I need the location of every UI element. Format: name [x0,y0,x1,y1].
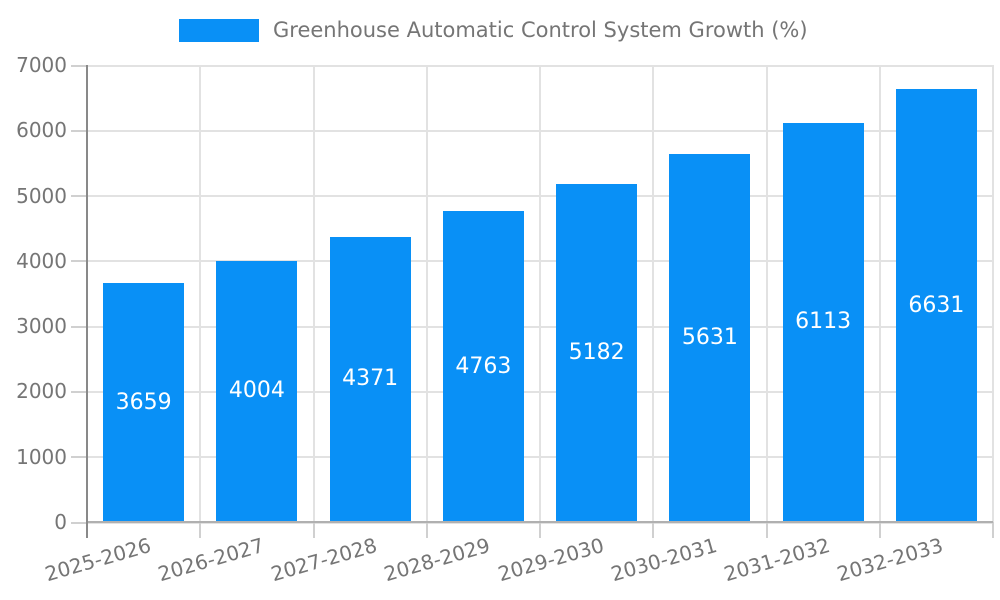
bar-2027-2028 [329,236,411,522]
x-axis-tick-label: 2026-2027 [155,533,267,587]
x-axis-tick-label: 2029-2030 [494,533,607,587]
bar-2025-2026 [103,283,185,522]
x-tick-mark [425,522,428,538]
x-gridline [878,65,881,522]
x-axis-tick-label: 2031-2032 [721,533,833,587]
y-tick-mark [71,456,87,459]
x-tick-mark [652,522,655,538]
x-tick-mark [992,522,994,538]
x-axis-tick-label: 2030-2031 [608,533,720,587]
x-tick-mark [539,522,541,538]
bar-value-label: 5631 [681,325,738,351]
y-tick-mark [71,64,87,67]
y-axis-tick-label: 6000 [16,118,67,143]
y-axis-tick-label: 3000 [16,314,67,339]
bar-value-label: 4763 [455,353,512,379]
bar-2026-2027 [216,260,298,522]
x-gridline [425,65,428,522]
x-axis-line [87,521,993,523]
bar-value-label: 6631 [908,292,965,318]
bar-2030-2031 [669,154,751,522]
y-tick-mark [71,325,87,328]
y-axis-tick-label: 2000 [16,379,67,404]
bar-value-label: 6113 [795,309,852,335]
x-tick-mark [312,522,315,538]
bar-2028-2029 [442,211,524,522]
x-gridline [992,65,994,522]
x-axis-tick-label: 2032-2033 [834,533,946,587]
bar-2032-2033 [895,89,977,522]
legend-label: Greenhouse Automatic Control System Grow… [273,18,808,42]
x-gridline [652,65,655,522]
y-tick-mark [71,260,87,263]
x-tick-mark [199,522,202,538]
y-axis-tick-label: 4000 [16,248,67,273]
y-tick-mark [71,129,87,132]
y-tick-mark [71,390,87,393]
x-axis-tick-label: 2025-2026 [41,533,154,587]
x-axis-tick-label: 2028-2029 [381,533,493,587]
x-gridline [765,65,768,522]
x-tick-mark [765,522,768,538]
y-axis-line [86,65,88,538]
y-axis-tick-label: 0 [54,510,67,534]
y-axis-tick-label: 5000 [16,183,67,208]
bar-value-label: 4004 [228,378,285,404]
bar-2031-2032 [782,122,864,522]
y-axis-tick-label: 1000 [16,444,67,469]
y-axis-tick-label: 7000 [16,53,67,77]
x-gridline [539,65,541,522]
bar-value-label: 5182 [568,339,625,365]
bar-2029-2030 [556,183,638,522]
y-tick-mark [71,521,87,524]
bar-value-label: 3659 [115,389,172,415]
x-axis-tick-label: 2027-2028 [268,533,380,587]
legend-item[interactable]: Greenhouse Automatic Control System Grow… [179,18,808,42]
x-gridline [312,65,315,522]
x-tick-mark [878,522,881,538]
bar-value-label: 4371 [342,366,399,392]
x-gridline [199,65,202,522]
legend-swatch-icon [179,18,259,42]
y-tick-mark [71,195,87,198]
